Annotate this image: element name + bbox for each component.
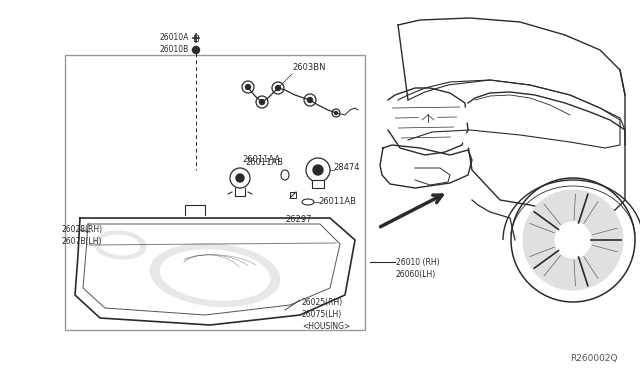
Text: 28474: 28474 [333,164,360,173]
Ellipse shape [100,235,140,255]
Text: 2603BN: 2603BN [292,63,326,72]
Text: 26011AB: 26011AB [245,158,283,167]
Ellipse shape [463,132,485,148]
Text: R260002Q: R260002Q [570,353,618,362]
Text: 26010 (RH)
26060(LH): 26010 (RH) 26060(LH) [396,258,440,279]
Circle shape [523,190,623,290]
Circle shape [307,97,312,103]
Text: 26025(RH)
26075(LH)
<HOUSING>: 26025(RH) 26075(LH) <HOUSING> [302,298,350,331]
Text: 26011AA: 26011AA [242,155,280,164]
Bar [194,35,198,41]
Bar [65,55,365,330]
Text: 26011AB: 26011AB [318,198,356,206]
Circle shape [236,174,244,182]
Text: 26297: 26297 [285,215,312,224]
Circle shape [193,46,200,54]
Ellipse shape [160,250,270,300]
Text: 26010B: 26010B [160,45,189,55]
Text: 26028(RH)
2607B(LH): 26028(RH) 2607B(LH) [62,225,103,246]
Circle shape [246,84,250,90]
Circle shape [259,99,264,105]
Ellipse shape [150,244,280,307]
Circle shape [463,110,473,120]
Circle shape [313,165,323,175]
Circle shape [335,112,337,115]
Ellipse shape [458,108,478,122]
Ellipse shape [419,112,437,124]
Circle shape [555,222,591,258]
Bar [312,180,324,188]
Ellipse shape [94,231,146,259]
Text: 26010A: 26010A [159,33,189,42]
Circle shape [275,86,280,90]
